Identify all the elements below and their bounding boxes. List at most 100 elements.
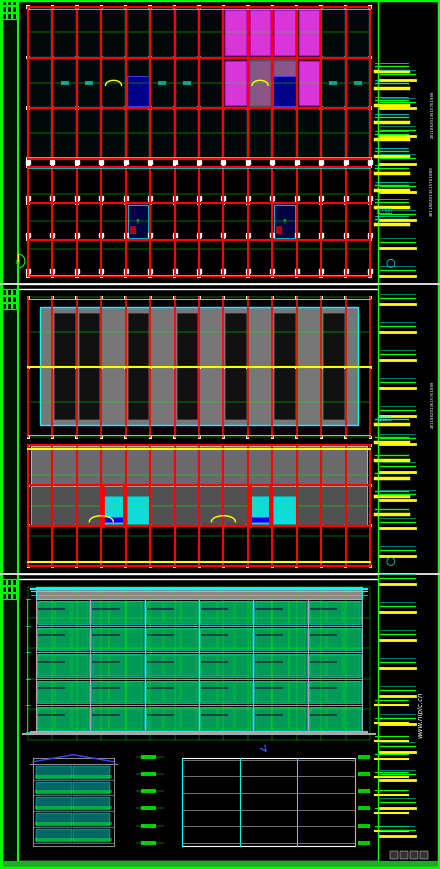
Bar xyxy=(271,444,274,448)
Bar xyxy=(344,166,347,169)
Bar xyxy=(2,296,6,302)
Bar xyxy=(0,0,18,869)
Bar xyxy=(147,608,174,610)
Text: ↑: ↑ xyxy=(135,219,141,225)
Bar xyxy=(149,366,152,369)
Bar xyxy=(310,602,326,623)
Bar xyxy=(126,204,150,240)
Bar xyxy=(127,9,149,57)
Bar xyxy=(51,107,54,110)
Bar xyxy=(75,166,79,169)
Bar xyxy=(7,289,11,295)
Bar xyxy=(271,202,274,206)
Bar xyxy=(99,161,103,164)
Bar xyxy=(147,661,174,663)
Bar xyxy=(75,233,79,237)
Bar xyxy=(100,296,103,299)
Bar xyxy=(51,56,54,60)
Bar xyxy=(126,708,143,729)
Bar xyxy=(197,6,201,10)
Bar xyxy=(12,300,16,306)
Bar xyxy=(124,444,127,448)
Bar xyxy=(254,654,307,677)
Bar xyxy=(299,11,319,56)
Bar xyxy=(319,269,323,274)
Bar xyxy=(35,774,111,778)
Bar xyxy=(344,565,347,567)
Bar xyxy=(124,275,128,278)
Bar xyxy=(271,6,274,10)
Bar xyxy=(0,580,440,861)
Bar xyxy=(344,6,347,10)
Bar xyxy=(246,269,250,274)
Bar xyxy=(55,314,75,420)
Bar xyxy=(368,269,372,274)
Bar xyxy=(26,366,29,369)
Bar xyxy=(256,655,272,676)
Bar xyxy=(295,436,298,439)
Bar xyxy=(224,59,247,108)
Bar xyxy=(225,62,246,106)
Bar xyxy=(201,608,228,610)
Bar xyxy=(250,62,270,106)
Bar xyxy=(310,661,337,663)
Bar xyxy=(51,233,55,237)
Bar xyxy=(272,602,289,623)
Bar xyxy=(75,296,78,299)
Bar xyxy=(310,629,326,649)
Bar xyxy=(12,14,16,20)
Bar xyxy=(222,107,225,110)
Bar xyxy=(7,580,11,586)
Bar xyxy=(295,565,298,567)
Bar xyxy=(197,269,201,274)
Bar xyxy=(93,629,109,649)
Bar xyxy=(12,594,16,600)
Bar xyxy=(289,602,305,623)
Bar xyxy=(202,682,217,702)
Bar xyxy=(53,9,76,57)
Bar xyxy=(26,56,30,60)
Bar xyxy=(271,436,274,439)
Bar xyxy=(298,110,320,158)
Bar xyxy=(270,233,274,237)
Bar xyxy=(147,602,163,623)
Bar xyxy=(126,655,143,676)
Bar xyxy=(100,484,103,488)
Bar xyxy=(102,110,125,158)
Bar xyxy=(7,2,11,8)
Bar xyxy=(146,707,198,730)
Bar xyxy=(271,565,274,567)
Bar xyxy=(271,238,274,242)
Bar xyxy=(37,627,89,650)
Bar xyxy=(26,269,30,274)
Bar xyxy=(202,629,217,649)
Bar xyxy=(201,634,228,636)
Bar xyxy=(368,6,372,10)
Bar xyxy=(344,197,348,201)
Bar xyxy=(201,661,228,663)
Bar xyxy=(110,708,125,729)
Bar xyxy=(141,755,156,759)
Text: www.nipic.cn: www.nipic.cn xyxy=(417,691,423,738)
Bar xyxy=(12,0,16,6)
Bar xyxy=(7,10,11,16)
Bar xyxy=(410,851,418,859)
Bar xyxy=(99,233,103,237)
Bar xyxy=(72,655,88,676)
Bar xyxy=(254,601,307,624)
Bar xyxy=(270,161,274,164)
Bar xyxy=(2,597,6,603)
Bar xyxy=(149,444,152,448)
Bar xyxy=(173,157,176,161)
Bar xyxy=(344,708,360,729)
Bar xyxy=(295,269,299,274)
Bar xyxy=(85,82,93,86)
Bar xyxy=(197,107,201,110)
Bar xyxy=(146,601,198,624)
Bar xyxy=(319,157,323,161)
Bar xyxy=(358,755,370,759)
Bar xyxy=(173,484,176,488)
Bar xyxy=(92,714,120,716)
Bar xyxy=(73,766,110,779)
Bar xyxy=(222,238,225,242)
